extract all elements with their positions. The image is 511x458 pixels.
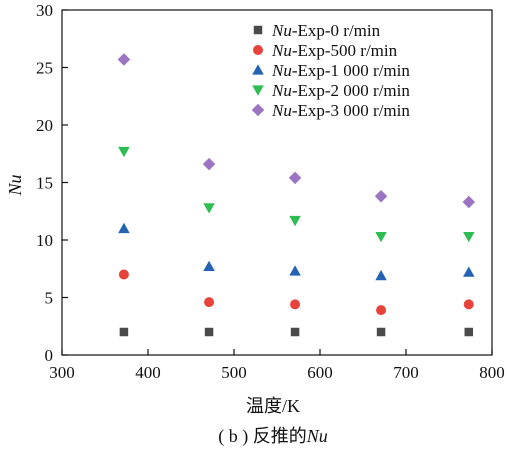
data-point bbox=[118, 269, 129, 280]
data-point bbox=[290, 327, 300, 337]
data-point bbox=[463, 231, 475, 243]
data-points bbox=[117, 53, 476, 337]
figure-caption: ( b ) 反推的Nu bbox=[218, 426, 328, 447]
legend-label: Nu-Exp-1 000 r/min bbox=[271, 61, 410, 80]
series-3 bbox=[118, 146, 475, 243]
legend-marker bbox=[253, 25, 263, 35]
y-axis-title: Nu bbox=[5, 174, 25, 196]
data-point bbox=[204, 327, 214, 337]
series-1 bbox=[118, 269, 474, 316]
data-point bbox=[463, 266, 475, 277]
legend-label-rest: -Exp-3 000 r/min bbox=[292, 101, 411, 120]
legend-label-rest: -Exp-1 000 r/min bbox=[292, 61, 411, 80]
data-point bbox=[117, 53, 131, 66]
data-point bbox=[376, 305, 387, 316]
data-point bbox=[204, 297, 215, 308]
series-0 bbox=[119, 327, 474, 337]
y-tick-label: 25 bbox=[36, 59, 53, 78]
legend-entry: Nu-Exp-1 000 r/min bbox=[252, 61, 410, 80]
legend-entry: Nu-Exp-2 000 r/min bbox=[252, 81, 410, 100]
x-tick-label: 800 bbox=[479, 363, 505, 382]
data-point bbox=[203, 203, 215, 214]
data-point bbox=[288, 171, 302, 185]
x-tick-label: 600 bbox=[307, 363, 333, 382]
legend-label-rest: -Exp-0 r/min bbox=[292, 21, 381, 40]
legend-label-italic: Nu bbox=[271, 21, 292, 40]
legend-label-italic: Nu bbox=[271, 61, 292, 80]
caption-prefix: ( b ) 反推的 bbox=[218, 426, 307, 447]
data-point bbox=[289, 215, 301, 227]
legend-label: Nu-Exp-500 r/min bbox=[271, 41, 398, 60]
data-point bbox=[119, 327, 129, 337]
legend-label: Nu-Exp-2 000 r/min bbox=[271, 81, 410, 100]
data-point bbox=[374, 190, 388, 203]
x-axis-title: 温度/K bbox=[246, 396, 300, 416]
legend-label-italic: Nu bbox=[271, 41, 292, 60]
axis-ticks: 300 400 500 600 700 800 0 5 10 15 20 25 30 bbox=[36, 1, 505, 382]
legend-label-italic: Nu bbox=[271, 101, 292, 120]
caption-italic: Nu bbox=[306, 426, 328, 446]
data-point bbox=[462, 195, 476, 209]
legend-marker bbox=[253, 45, 263, 55]
legend-label-italic: Nu bbox=[271, 81, 292, 100]
legend-marker bbox=[252, 64, 264, 75]
legend-marker bbox=[252, 85, 264, 96]
legend-label: Nu-Exp-3 000 r/min bbox=[271, 101, 410, 120]
data-point bbox=[202, 157, 216, 171]
data-point bbox=[203, 260, 215, 272]
series-2 bbox=[118, 222, 475, 281]
legend-marker bbox=[251, 103, 265, 117]
y-tick-label: 20 bbox=[36, 116, 53, 135]
data-point bbox=[375, 231, 387, 243]
x-tick-label: 300 bbox=[49, 363, 75, 382]
legend-entry: Nu-Exp-0 r/min bbox=[253, 21, 381, 40]
x-tick-label: 400 bbox=[135, 363, 161, 382]
data-point bbox=[375, 269, 387, 281]
y-tick-label: 5 bbox=[45, 289, 54, 308]
series-4 bbox=[117, 53, 476, 209]
y-tick-label: 10 bbox=[36, 231, 53, 250]
y-tick-label: 15 bbox=[36, 174, 53, 193]
legend-label-rest: -Exp-500 r/min bbox=[292, 41, 398, 60]
legend-label-rest: -Exp-2 000 r/min bbox=[292, 81, 411, 100]
legend-entry: Nu-Exp-500 r/min bbox=[253, 41, 398, 60]
data-point bbox=[376, 327, 386, 337]
data-point bbox=[289, 265, 301, 276]
data-point bbox=[290, 299, 301, 310]
x-tick-label: 500 bbox=[221, 363, 247, 382]
legend-entry: Nu-Exp-3 000 r/min bbox=[251, 101, 410, 120]
data-point bbox=[118, 146, 130, 158]
legend-label: Nu-Exp-0 r/min bbox=[271, 21, 381, 40]
y-tick-label: 0 bbox=[45, 346, 54, 365]
data-point bbox=[464, 327, 474, 337]
data-point bbox=[463, 299, 474, 310]
data-point bbox=[118, 222, 130, 234]
y-tick-label: 30 bbox=[36, 1, 53, 20]
x-tick-label: 700 bbox=[393, 363, 419, 382]
